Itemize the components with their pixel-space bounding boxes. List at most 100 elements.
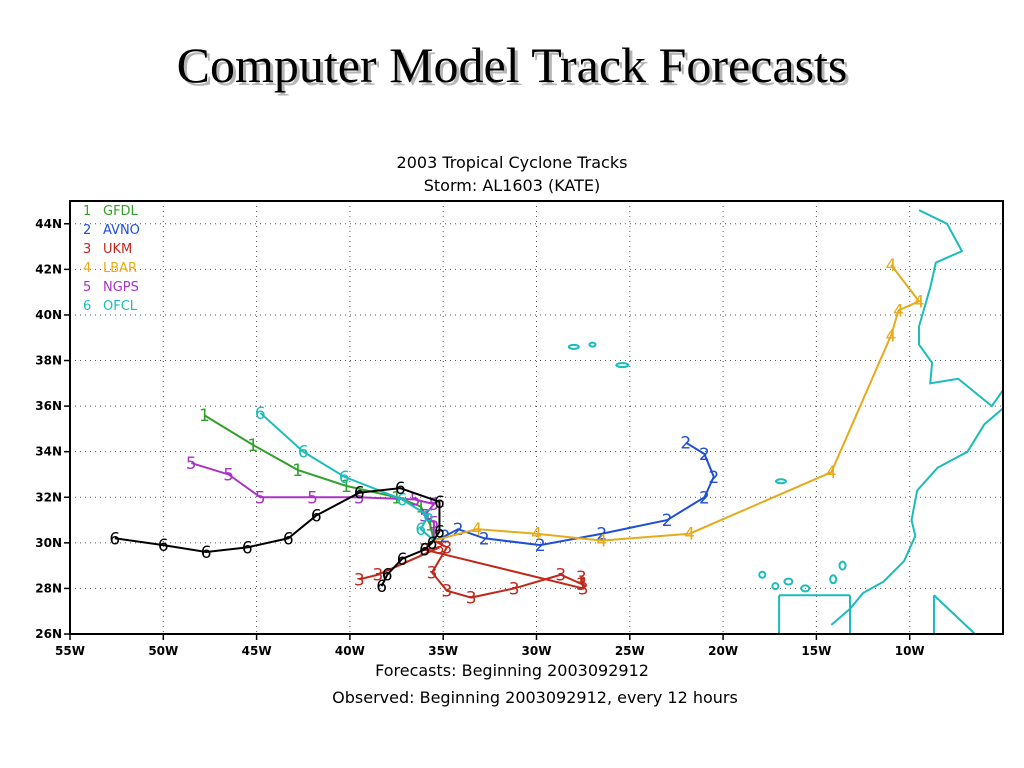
track-marker: 6 <box>242 538 253 558</box>
track-marker: 6 <box>397 491 408 511</box>
track-marker: 1 <box>247 436 258 456</box>
track-marker: 4 <box>886 256 897 276</box>
track-marker: 3 <box>427 563 438 583</box>
track-marker: 6 <box>255 404 266 424</box>
legend-label: OFCL <box>103 299 138 314</box>
legend-marker: 3 <box>83 242 91 257</box>
legend-marker: 5 <box>83 280 91 295</box>
track-marker: 6 <box>423 506 434 526</box>
x-tick-label: 15W <box>801 644 831 658</box>
y-tick-label: 34N <box>35 445 62 459</box>
track-line-avno <box>433 441 715 547</box>
x-tick-label: 30W <box>522 644 552 658</box>
track-marker: 3 <box>434 538 445 558</box>
track-marker: 4 <box>531 525 542 545</box>
track-marker: 3 <box>576 575 587 595</box>
track-marker: 4 <box>893 301 904 321</box>
track-marker: 3 <box>442 538 453 558</box>
track-marker: 2 <box>453 520 464 540</box>
y-tick-label: 44N <box>35 217 62 231</box>
track-marker: 6 <box>397 550 408 570</box>
track-marker: 3 <box>576 568 587 588</box>
track-marker: 2 <box>699 445 710 465</box>
track-marker: 3 <box>509 579 520 599</box>
border-line-6 <box>933 594 976 635</box>
track-marker: 5 <box>223 465 234 485</box>
madeira-island <box>774 478 787 485</box>
track-marker: 6 <box>427 534 438 554</box>
chart-title: 2003 Tropical Cyclone Tracks <box>397 153 628 172</box>
chart-footer-forecasts: Forecasts: Beginning 2003092912 <box>375 661 649 680</box>
track-marker: 6 <box>311 506 322 526</box>
track-line-ofcl <box>259 412 435 542</box>
coastline-layer <box>567 209 1004 635</box>
y-tick-label: 42N <box>35 262 62 276</box>
legend-marker: 6 <box>83 299 91 314</box>
track-marker: 1 <box>199 406 210 426</box>
legend-label: UKM <box>103 242 132 257</box>
track-marker: 6 <box>382 566 393 586</box>
track-line-lbar <box>433 264 921 542</box>
legend-label: NGPS <box>103 280 139 295</box>
track-marker: 6 <box>339 468 350 488</box>
track-marker: 4 <box>596 532 607 552</box>
grid-layer <box>69 201 1003 635</box>
canary-island-5 <box>829 574 838 585</box>
azores-island-3 <box>615 362 630 369</box>
track-marker: 5 <box>354 488 365 508</box>
x-tick-label: 20W <box>708 644 738 658</box>
axis-layer: 55W 50W 45W 40W 35W 30W 25W 20W 15W 10W 26N 28N 30N 3… <box>35 217 924 658</box>
track-line-observed <box>114 487 441 587</box>
track-marker: 2 <box>680 434 691 454</box>
canary-island-6 <box>838 560 847 571</box>
track-marker: 1 <box>415 497 426 517</box>
track-marker: 5 <box>255 488 266 508</box>
track-marker: 4 <box>826 463 837 483</box>
legend-marker: 4 <box>83 261 91 276</box>
track-marker: 6 <box>283 529 294 549</box>
track-marker: 1 <box>341 477 352 497</box>
x-tick-label: 55W <box>55 644 85 658</box>
track-marker: 6 <box>415 520 426 540</box>
canary-island-3 <box>783 577 794 586</box>
track-marker: 6 <box>395 479 406 499</box>
track-marker: 5 <box>428 495 439 515</box>
track-marker: 4 <box>886 326 897 346</box>
track-marker: 4 <box>471 520 482 540</box>
track-marker: 5 <box>410 491 421 511</box>
iberia-coastline <box>918 209 1004 408</box>
x-tick-label: 50W <box>148 644 178 658</box>
track-marker: 2 <box>699 488 710 508</box>
track-marker: 2 <box>662 511 673 531</box>
track-marker: 6 <box>354 484 365 504</box>
x-tick-label: 10W <box>895 644 925 658</box>
track-marker: 3 <box>555 566 566 586</box>
track-marker: 3 <box>578 579 589 599</box>
legend-label: LBAR <box>103 261 137 276</box>
track-marker: 2 <box>596 525 607 545</box>
track-marker: 5 <box>186 454 197 474</box>
azores-island-2 <box>588 341 597 348</box>
chart-subtitle: Storm: AL1603 (KATE) <box>424 176 601 195</box>
slide-title: Computer Model Track Forecasts <box>176 37 848 93</box>
y-tick-label: 26N <box>35 627 62 641</box>
track-marker: 4 <box>684 525 695 545</box>
track-marker: 5 <box>428 513 439 533</box>
y-tick-label: 36N <box>35 399 62 413</box>
track-marker: 3 <box>442 582 453 602</box>
africa-coastline <box>830 407 1004 626</box>
legend: 1 GFDL 2 AVNO 3 UKM 4 LBAR 5 NGPS 6 OFCL <box>83 204 140 314</box>
track-marker: 6 <box>434 493 445 513</box>
track-marker: 2 <box>479 529 490 549</box>
y-tick-label: 32N <box>35 490 62 504</box>
azores-island-1 <box>567 343 580 350</box>
x-tick-label: 25W <box>615 644 645 658</box>
track-line-ngps <box>190 462 436 541</box>
x-tick-label: 35W <box>428 644 458 658</box>
track-marker: 6 <box>109 529 120 549</box>
track-marker: 3 <box>466 589 477 609</box>
plot-frame <box>69 200 1004 635</box>
y-tick-label: 30N <box>35 536 62 550</box>
track-marker: 3 <box>372 566 383 586</box>
